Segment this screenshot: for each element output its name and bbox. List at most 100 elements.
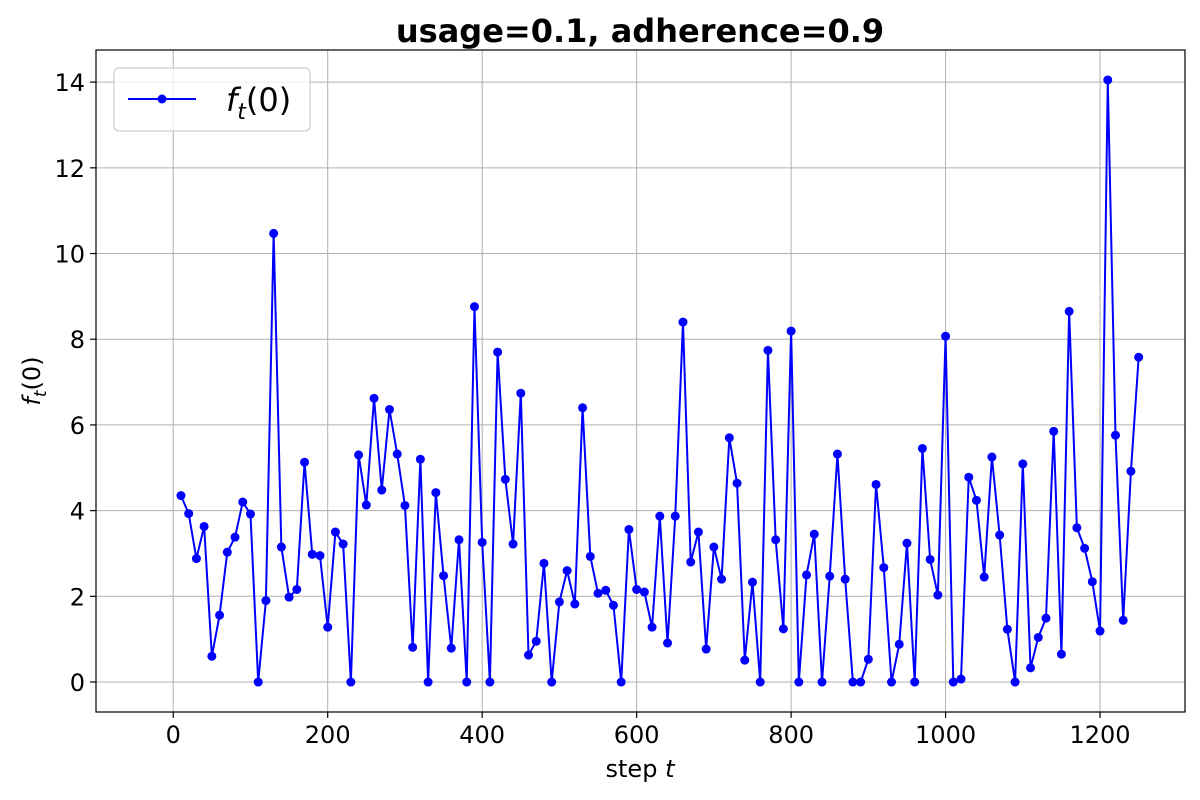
data-point: [979, 572, 989, 582]
data-point: [608, 600, 618, 610]
data-point: [655, 511, 665, 521]
data-point: [493, 347, 503, 357]
data-point: [941, 331, 951, 341]
data-point: [477, 537, 487, 547]
data-point: [1026, 663, 1036, 673]
y-axis: 0 2 4 6 8 10 12 14: [54, 69, 96, 697]
data-point: [384, 404, 394, 414]
y-tick-label: 4: [70, 498, 85, 526]
data-point: [717, 574, 727, 584]
data-point: [639, 587, 649, 597]
data-point: [408, 642, 418, 652]
data-point: [1134, 352, 1144, 362]
data-point: [315, 551, 325, 561]
data-point: [346, 677, 356, 687]
data-point: [670, 511, 680, 521]
data-point: [786, 326, 796, 336]
data-point: [1002, 624, 1012, 634]
data-point: [284, 592, 294, 602]
data-point: [238, 497, 248, 507]
data-point: [995, 530, 1005, 540]
data-point: [663, 638, 673, 648]
data-point: [578, 403, 588, 413]
y-tick-label: 14: [54, 69, 85, 97]
y-tick-label: 10: [54, 241, 85, 269]
data-point: [508, 539, 518, 549]
data-point: [593, 588, 603, 598]
data-point: [825, 571, 835, 581]
y-axis-label: ft(0): [18, 356, 51, 405]
data-point: [902, 538, 912, 548]
data-point: [1118, 615, 1128, 625]
data-point: [740, 655, 750, 665]
data-point: [392, 449, 402, 459]
data-point: [439, 571, 449, 581]
data-point: [253, 677, 263, 687]
data-point: [1095, 626, 1105, 636]
x-tick-label: 1200: [1070, 721, 1131, 749]
data-point: [693, 527, 703, 537]
data-point: [1056, 649, 1066, 659]
y-tick-label: 2: [70, 583, 85, 611]
data-point: [925, 554, 935, 564]
data-point: [1103, 75, 1113, 85]
data-point: [423, 677, 433, 687]
data-point: [415, 454, 425, 464]
data-point: [1080, 543, 1090, 553]
data-point: [500, 474, 510, 484]
series-f_t(0): [176, 75, 1144, 687]
data-point: [554, 597, 564, 607]
data-point: [222, 547, 232, 557]
data-point: [1033, 632, 1043, 642]
data-point: [1126, 466, 1136, 476]
x-tick-label: 200: [305, 721, 351, 749]
data-point: [802, 570, 812, 580]
data-point: [1110, 430, 1120, 440]
data-point: [709, 542, 719, 552]
data-point: [832, 449, 842, 459]
data-point: [1041, 613, 1051, 623]
data-point: [601, 585, 611, 595]
data-point: [330, 527, 340, 537]
grid: [96, 50, 1185, 712]
data-point: [215, 610, 225, 620]
data-point: [338, 539, 348, 549]
data-point: [1072, 523, 1082, 533]
data-point: [292, 584, 302, 594]
data-point: [547, 677, 557, 687]
data-point: [462, 677, 472, 687]
data-point: [199, 521, 209, 531]
data-point: [562, 566, 572, 576]
x-tick-label: 1000: [915, 721, 976, 749]
data-point: [894, 639, 904, 649]
data-point: [354, 450, 364, 460]
data-point: [794, 677, 804, 687]
data-point: [261, 596, 271, 606]
data-point: [184, 509, 194, 519]
data-point: [809, 529, 819, 539]
data-point: [871, 479, 881, 489]
data-point: [848, 677, 858, 687]
x-tick-label: 600: [614, 721, 660, 749]
data-point: [686, 557, 696, 567]
data-point: [778, 624, 788, 634]
data-point: [1064, 306, 1074, 316]
data-point: [971, 495, 981, 505]
data-point: [454, 535, 464, 545]
legend: ft(0): [113, 67, 311, 132]
data-point: [933, 590, 943, 600]
data-point: [207, 651, 217, 661]
data-point: [987, 452, 997, 462]
y-tick-label: 6: [70, 412, 85, 440]
data-point: [446, 643, 456, 653]
data-point: [570, 599, 580, 609]
legend-marker: [157, 94, 167, 104]
data-point: [763, 345, 773, 355]
data-point: [1018, 459, 1028, 469]
data-point: [678, 317, 688, 327]
data-point: [377, 485, 387, 495]
data-point: [516, 388, 526, 398]
data-point: [191, 554, 201, 564]
plot-frame: [95, 49, 1186, 713]
data-point: [701, 644, 711, 654]
